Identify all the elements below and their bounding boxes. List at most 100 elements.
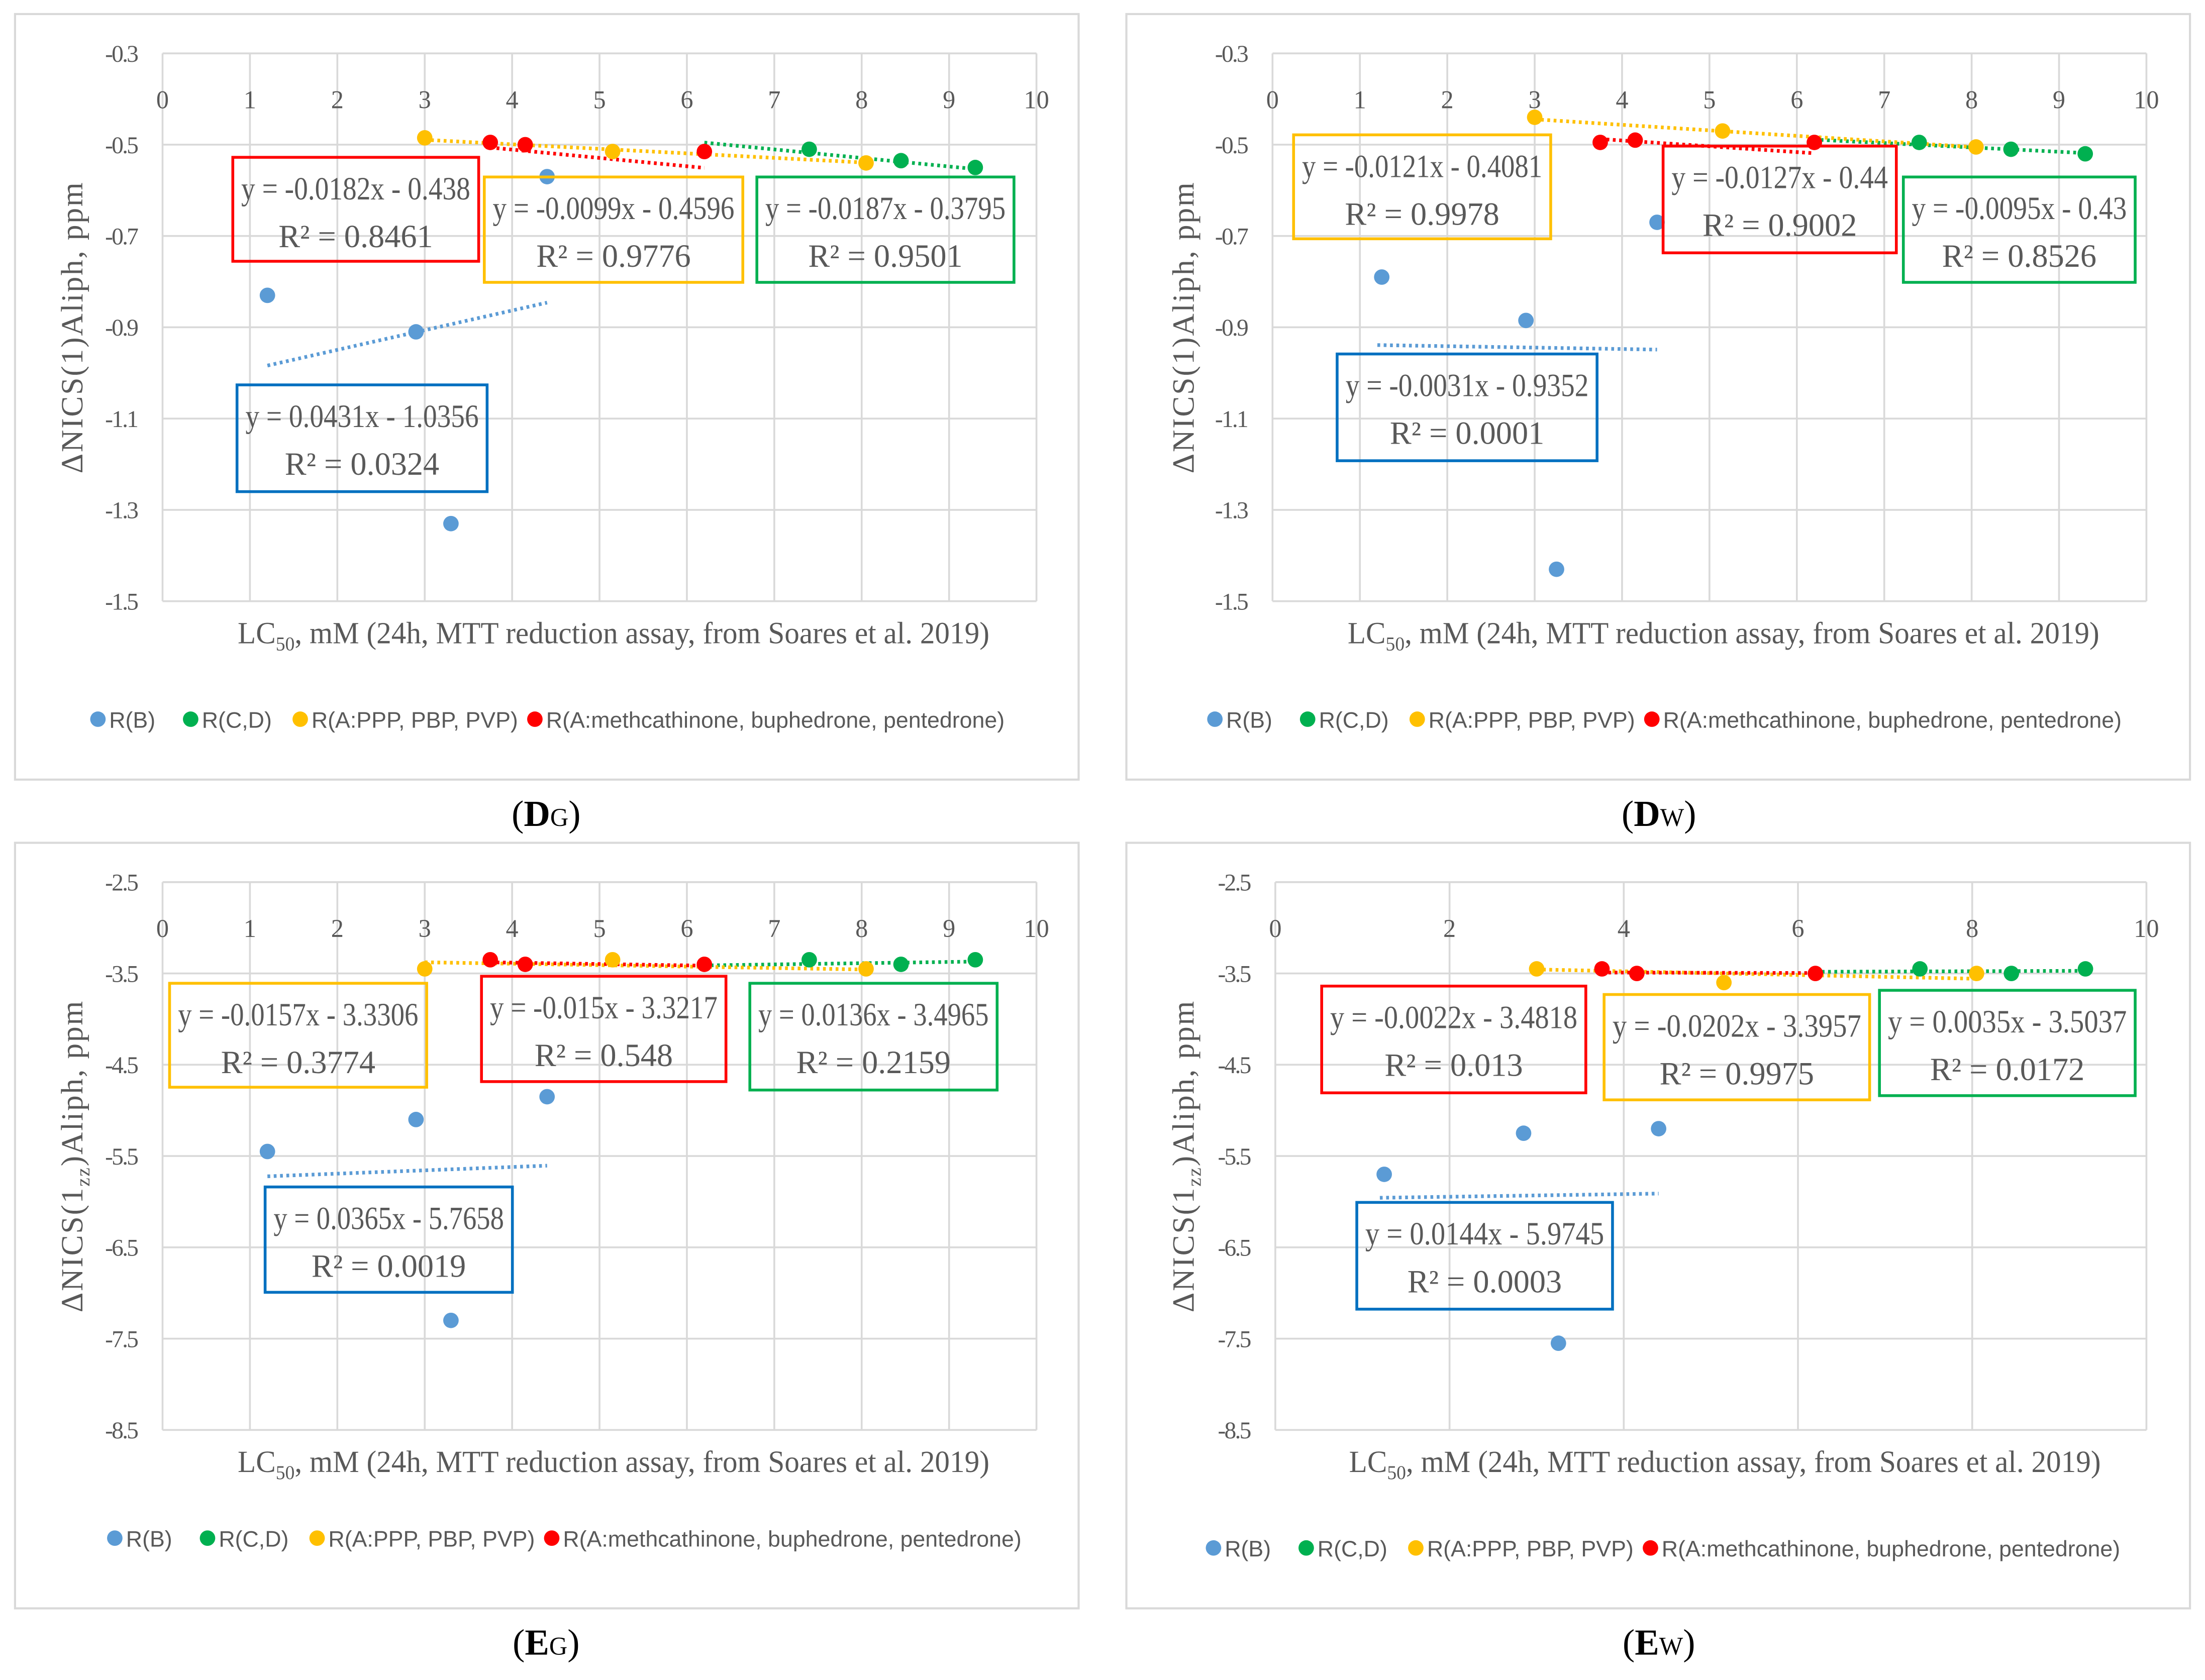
trend-equation: y = 0.0136x - 3.4965: [758, 997, 989, 1032]
x-axis-label-subscript: 50: [276, 634, 295, 655]
data-point-series-3: [1629, 966, 1645, 981]
caption-paren-open: (: [1623, 1622, 1635, 1663]
y-axis-label: ΔNICS(1)Aliph, ppm: [55, 181, 89, 474]
legend-label: R(A:methcathinone, buphedrone, pentedron…: [1662, 1537, 2120, 1561]
legend-marker-0: [1207, 711, 1223, 727]
panel-caption: (EW): [1623, 1622, 1695, 1663]
x-tick-label: 3: [419, 914, 431, 942]
data-point-series-3: [482, 135, 498, 150]
r-squared: R² = 0.0003: [1408, 1264, 1562, 1299]
equation-box-2: [1292, 133, 1552, 241]
legend-marker-1: [199, 1530, 216, 1546]
trendline-1: [704, 141, 976, 171]
equation-box-2: [168, 982, 428, 1089]
y-axis-label: ΔNICS(1zz)Aliph, ppm: [55, 1000, 94, 1312]
data-point-series-2: [858, 155, 874, 171]
trend-equation: y = -0.0202x - 3.3957: [1613, 1008, 1861, 1043]
data-point-series-3: [1627, 132, 1643, 148]
equation-box-2: [482, 175, 745, 284]
data-point-series-1: [893, 153, 909, 169]
legend-label: R(A:PPP, PBP, PVP): [328, 1527, 535, 1551]
y-tick-label: -0.3: [105, 41, 138, 67]
legend-marker-1: [1298, 1540, 1314, 1556]
trendline-2: [1534, 117, 1976, 149]
data-point-series-3: [1592, 135, 1608, 150]
y-tick-label: -0.5: [1215, 133, 1248, 159]
y-tick-label: -0.3: [1215, 41, 1248, 67]
data-point-series-1: [1911, 135, 1927, 150]
caption-paren-open: (: [1622, 793, 1634, 834]
x-tick-label: 1: [244, 914, 256, 942]
caption-paren-close: ): [1683, 1622, 1695, 1663]
y-tick-label: -3.5: [1218, 961, 1251, 987]
trendline-1: [1814, 138, 2085, 155]
data-point-series-2: [858, 961, 874, 977]
x-axis-label-text-end: , mM (24h, MTT reduction assay, from Soa…: [294, 616, 989, 651]
caption-sub: W: [1660, 803, 1684, 831]
y-tick-label: -1.1: [1215, 406, 1247, 433]
trendline-1: [1815, 969, 2086, 974]
data-point-series-0: [408, 324, 424, 340]
legend-label: R(B): [126, 1527, 172, 1551]
caption-sub: G: [549, 1632, 567, 1660]
trendline-2: [425, 960, 866, 972]
y-tick-label: -6.5: [1218, 1235, 1251, 1262]
legend-marker-2: [1409, 711, 1425, 727]
data-point-series-0: [1516, 1125, 1532, 1141]
equation-box-3: [1661, 144, 1898, 255]
equation-box-0: [1336, 352, 1598, 462]
x-tick-label: 2: [1443, 914, 1456, 942]
data-point-series-1: [801, 141, 817, 157]
r-squared: R² = 0.9975: [1660, 1056, 1814, 1092]
x-tick-label: 3: [1528, 85, 1541, 114]
chart-panel-EW: -2.5 -3.5 -4.5 -5.5 -6.5 -7.5 -8.5 0 2 4 6 8 10 ΔNICS…: [1125, 842, 2191, 1610]
x-tick-label: 10: [2134, 85, 2159, 114]
x-tick-label: 8: [1966, 914, 1978, 942]
legend-label: R(B): [109, 708, 155, 732]
trendline-0: [267, 1164, 547, 1179]
x-tick-label: 4: [506, 914, 519, 942]
x-tick-label: 2: [331, 914, 344, 942]
r-squared: R² = 0.0019: [312, 1248, 466, 1284]
y-tick-label: -0.7: [105, 224, 138, 250]
chart-frame: [1125, 13, 2191, 781]
data-point-series-3: [517, 957, 533, 972]
legend-marker-2: [292, 711, 308, 727]
y-tick-label: -8.5: [1218, 1418, 1251, 1444]
caption-paren-close: ): [1684, 793, 1696, 834]
data-point-series-1: [2077, 961, 2093, 977]
x-axis-label-subscript: 50: [276, 1462, 295, 1484]
caption-paren-close: ): [567, 1622, 579, 1663]
x-axis-label: LC50, mM (24h, MTT reduction assay, from…: [238, 1445, 989, 1484]
y-axis-label-text: ΔNICS(1)Aliph, ppm: [55, 181, 89, 474]
y-tick-label: -8.5: [105, 1418, 138, 1444]
data-point-series-0: [1518, 312, 1534, 329]
trend-equation: y = 0.0365x - 5.7658: [273, 1200, 504, 1236]
r-squared: R² = 0.8461: [278, 219, 433, 254]
y-tick-label: -4.5: [105, 1053, 138, 1079]
data-point-series-2: [1716, 975, 1732, 991]
x-tick-label: 10: [1024, 914, 1049, 942]
trend-equation: y = -0.015x - 3.3217: [490, 990, 718, 1025]
legend-label: R(A:methcathinone, buphedrone, pentedron…: [1663, 708, 2122, 732]
trend-equation: y = -0.0031x - 0.9352: [1346, 367, 1589, 403]
x-tick-label: 4: [1616, 85, 1628, 114]
chart-frame: [1125, 842, 2191, 1610]
data-point-series-3: [1808, 966, 1824, 981]
caption-sub: G: [550, 803, 568, 831]
r-squared: R² = 0.0001: [1390, 415, 1544, 451]
x-tick-label: 6: [680, 85, 693, 114]
x-tick-label: 8: [855, 85, 868, 114]
y-tick-label: -2.5: [1218, 870, 1251, 896]
data-point-series-0: [1549, 561, 1564, 577]
trend-equation: y = 0.0144x - 5.9745: [1365, 1216, 1604, 1251]
y-tick-label: -5.5: [1218, 1144, 1251, 1170]
y-tick-label: -4.5: [1218, 1053, 1251, 1079]
x-axis-label: LC50, mM (24h, MTT reduction assay, from…: [238, 616, 989, 655]
x-tick-label: 9: [2053, 85, 2065, 114]
caption-letter: E: [1635, 1622, 1659, 1663]
chart-panel-DG: -0.3 -0.5 -0.7 -0.9 -1.1 -1.3 -1.5 0 1 2 3 4 5 6 7 8 9 10…: [14, 13, 1080, 781]
equation-box-3: [231, 156, 480, 263]
data-point-series-2: [1527, 110, 1543, 125]
trendline-0: [1379, 1192, 1659, 1200]
